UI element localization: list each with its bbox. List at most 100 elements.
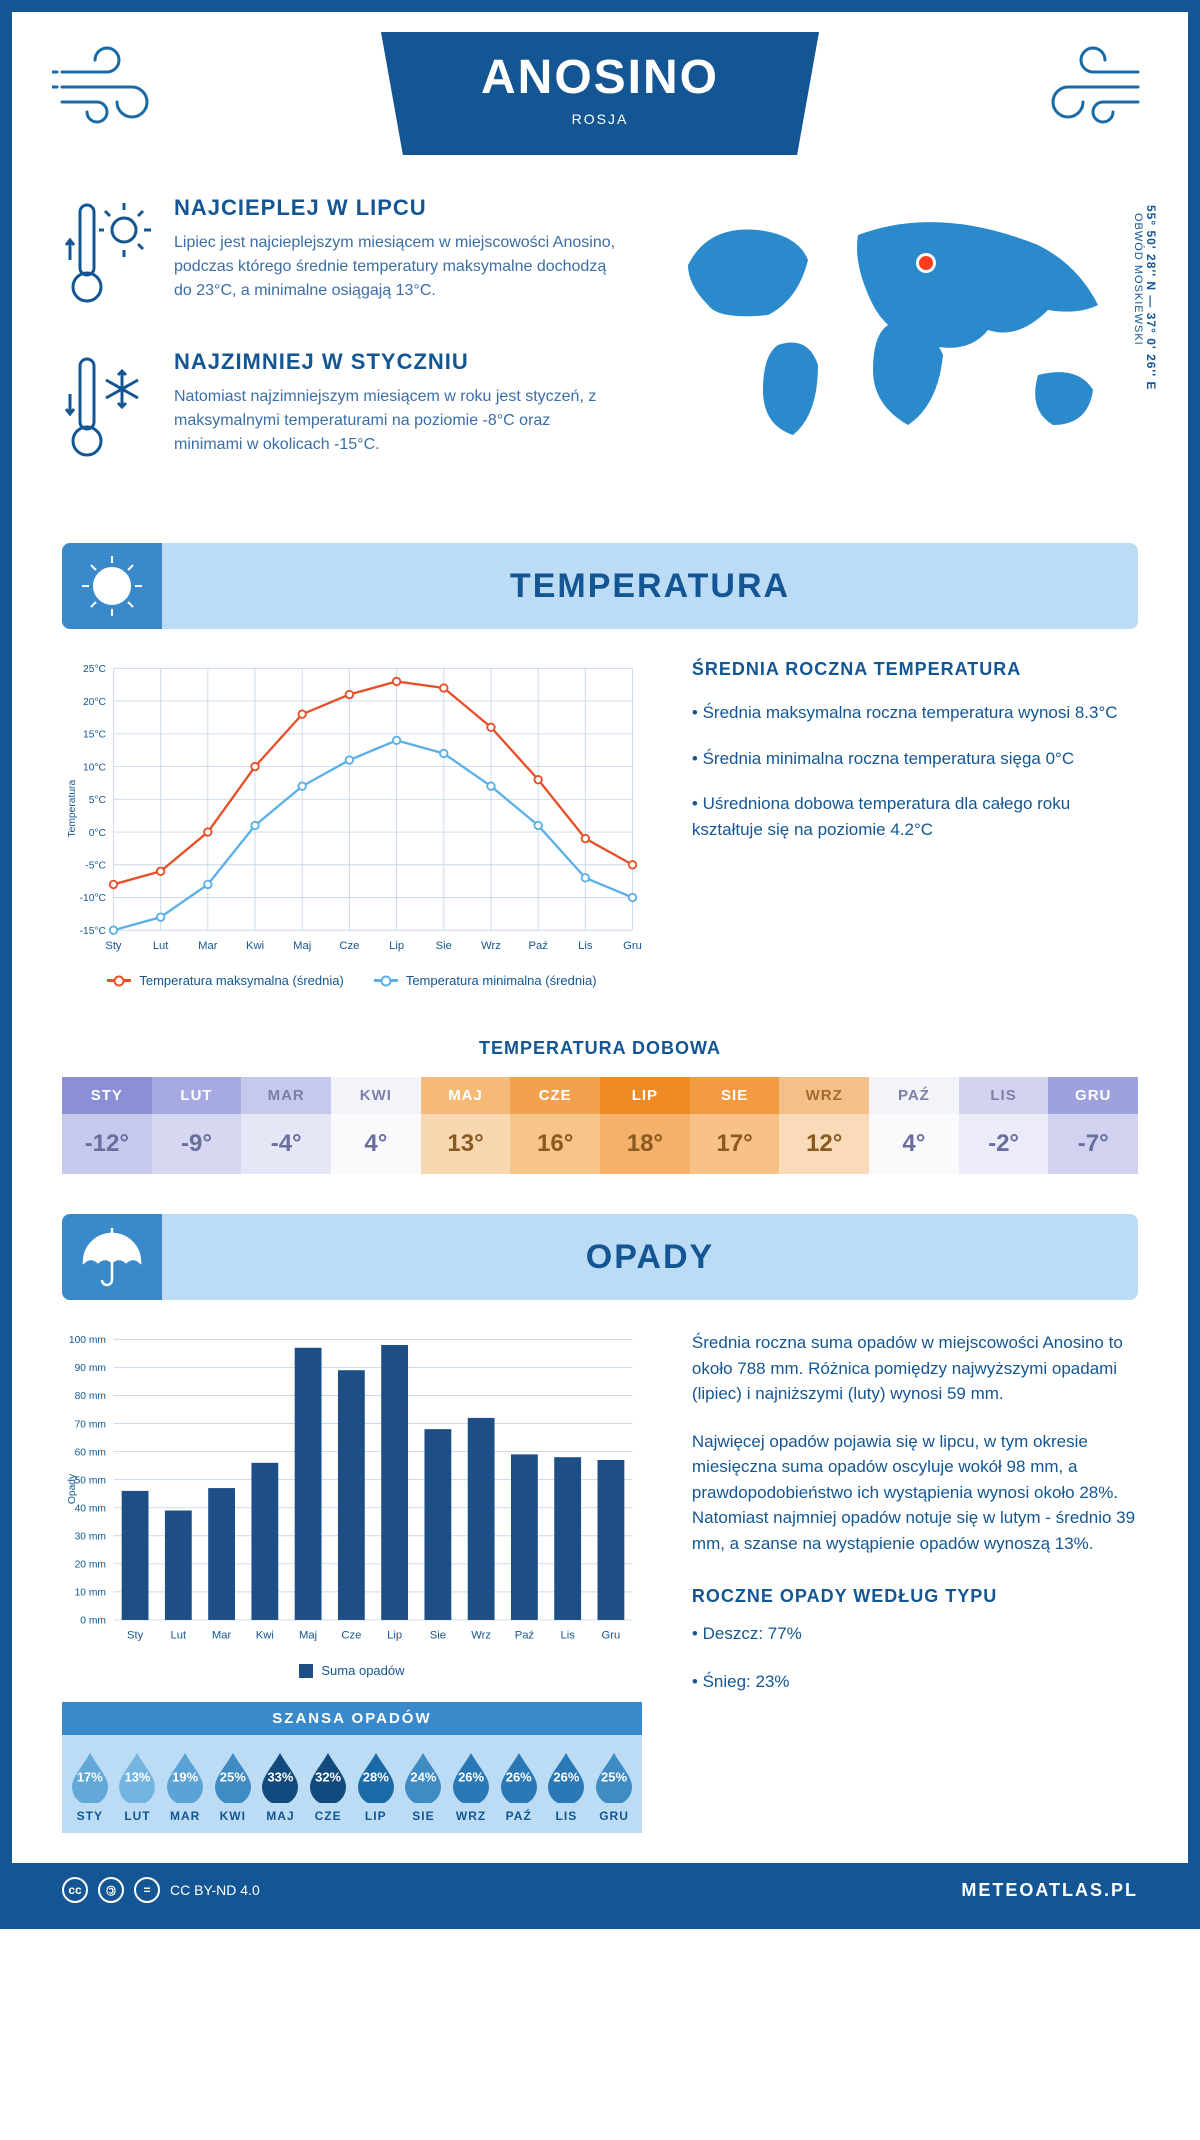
precip-p2: Najwięcej opadów pojawia się w lipcu, w … [692,1429,1138,1557]
svg-text:Gru: Gru [623,940,642,952]
svg-text:Paź: Paź [528,940,548,952]
daily-temp-title: TEMPERATURA DOBOWA [12,1038,1188,1059]
svg-text:-5°C: -5°C [85,861,106,872]
info-bullet: • Średnia maksymalna roczna temperatura … [692,700,1138,726]
fact-body: Natomiast najzimniejszym miesiącem w rok… [174,385,618,457]
svg-text:-15°C: -15°C [80,926,107,937]
umbrella-corner-icon [62,1214,162,1300]
month-cell: WRZ 12° [779,1077,869,1174]
cc-icon: cc [62,1877,88,1903]
month-cell: MAJ 13° [421,1077,511,1174]
facts-column: NAJCIEPLEJ W LIPCU Lipiec jest najcieple… [62,195,618,503]
svg-text:Temperatura: Temperatura [67,780,78,838]
world-map [658,195,1138,455]
month-cell: LIP 18° [600,1077,690,1174]
precip-bar-chart: 0 mm10 mm20 mm30 mm40 mm50 mm60 mm70 mm8… [62,1330,642,1648]
wind-icon-right [1028,32,1148,132]
svg-text:60 mm: 60 mm [75,1448,106,1459]
temperature-chart-wrap: -15°C-10°C-5°C0°C5°C10°C15°C20°C25°CStyL… [62,659,642,988]
temperature-section: -15°C-10°C-5°C0°C5°C10°C15°C20°C25°CStyL… [12,659,1188,1008]
svg-text:Cze: Cze [341,1630,361,1642]
thermometer-sun-icon [62,195,152,315]
section-banner-temperature: TEMPERATURA [62,543,1138,629]
drop-cell: 32% CZE [304,1749,352,1823]
intro-section: NAJCIEPLEJ W LIPCU Lipiec jest najcieple… [12,155,1188,533]
svg-text:30 mm: 30 mm [75,1532,106,1543]
svg-text:Opady: Opady [67,1473,78,1504]
section-title: OPADY [162,1238,1138,1277]
drop-cell: 19% MAR [161,1749,209,1823]
svg-text:0 mm: 0 mm [80,1616,106,1627]
precip-legend: Suma opadów [62,1663,642,1678]
map-column: 55° 50' 28'' N — 37° 0' 26'' E OBWÓD MOS… [658,195,1138,503]
svg-text:5°C: 5°C [89,795,107,806]
svg-text:10°C: 10°C [83,762,107,773]
month-cell: STY -12° [62,1077,152,1174]
precip-p1: Średnia roczna suma opadów w miejscowośc… [692,1330,1138,1407]
daily-temp-grid: STY -12°LUT -9°MAR -4°KWI 4°MAJ 13°CZE 1… [62,1077,1138,1174]
drop-cell: 26% PAŹ [495,1749,543,1823]
fact-warmest: NAJCIEPLEJ W LIPCU Lipiec jest najcieple… [62,195,618,315]
svg-text:Mar: Mar [198,940,218,952]
drop-cell: 13% LUT [114,1749,162,1823]
legend-min: Temperatura minimalna (średnia) [374,973,597,988]
svg-text:Lut: Lut [171,1630,187,1642]
info-bullet: • Średnia minimalna roczna temperatura s… [692,746,1138,772]
svg-text:20°C: 20°C [83,697,107,708]
svg-text:Sty: Sty [105,940,122,952]
svg-text:100 mm: 100 mm [69,1335,106,1346]
svg-text:15°C: 15°C [83,730,107,741]
temperature-line-chart: -15°C-10°C-5°C0°C5°C10°C15°C20°C25°CStyL… [62,659,642,958]
svg-text:Gru: Gru [602,1630,621,1642]
location-title: ANOSINO [481,50,719,105]
svg-text:Maj: Maj [299,1630,317,1642]
fact-title: NAJZIMNIEJ W STYCZNIU [174,349,618,375]
drop-cell: 28% LIP [352,1749,400,1823]
precip-chance-drops: 17% STY 13% LUT 19% MAR 25% KWI 33% MAJ … [62,1735,642,1833]
footer-license: cc 🄯 = CC BY-ND 4.0 [62,1877,260,1903]
footer-site: METEOATLAS.PL [961,1880,1138,1901]
fact-title: NAJCIEPLEJ W LIPCU [174,195,618,221]
svg-text:Wrz: Wrz [471,1630,491,1642]
precip-left: 0 mm10 mm20 mm30 mm40 mm50 mm60 mm70 mm8… [62,1330,642,1833]
infographic-frame: ANOSINO ROSJA [0,0,1200,1929]
drop-cell: 25% GRU [590,1749,638,1823]
month-cell: PAŹ 4° [869,1077,959,1174]
section-banner-precip: OPADY [62,1214,1138,1300]
svg-text:Lip: Lip [387,1630,402,1642]
svg-text:50 mm: 50 mm [75,1476,106,1487]
precip-info: Średnia roczna suma opadów w miejscowośc… [692,1330,1138,1833]
legend-sum: Suma opadów [299,1663,404,1678]
drop-cell: 26% WRZ [447,1749,495,1823]
svg-text:Sty: Sty [127,1630,144,1642]
svg-text:Lut: Lut [153,940,169,952]
drop-cell: 25% KWI [209,1749,257,1823]
by-icon: 🄯 [98,1877,124,1903]
svg-text:40 mm: 40 mm [75,1504,106,1515]
precip-type-row: • Śnieg: 23% [692,1669,1138,1695]
svg-text:Sie: Sie [436,940,452,952]
nd-icon: = [134,1877,160,1903]
fact-body: Lipiec jest najcieplejszym miesiącem w m… [174,231,618,303]
drop-cell: 33% MAJ [257,1749,305,1823]
svg-text:Kwi: Kwi [256,1630,274,1642]
info-bullet: • Uśredniona dobowa temperatura dla całe… [692,791,1138,842]
svg-text:Lip: Lip [389,940,404,952]
svg-text:Maj: Maj [293,940,311,952]
month-cell: LIS -2° [959,1077,1049,1174]
section-title: TEMPERATURA [162,567,1138,606]
title-banner: ANOSINO ROSJA [381,32,819,155]
wind-icon-left [52,32,172,132]
temp-legend: Temperatura maksymalna (średnia) Tempera… [62,973,642,988]
fact-warmest-text: NAJCIEPLEJ W LIPCU Lipiec jest najcieple… [174,195,618,315]
precip-section: 0 mm10 mm20 mm30 mm40 mm50 mm60 mm70 mm8… [12,1330,1188,1863]
coordinates: 55° 50' 28'' N — 37° 0' 26'' E OBWÓD MOS… [1132,205,1158,390]
svg-text:Lis: Lis [560,1630,575,1642]
sun-corner-icon [62,543,162,629]
svg-text:10 mm: 10 mm [75,1588,106,1599]
svg-text:Sie: Sie [430,1630,446,1642]
drop-cell: 24% SIE [400,1749,448,1823]
info-title: ŚREDNIA ROCZNA TEMPERATURA [692,659,1138,680]
precip-type-row: • Deszcz: 77% [692,1621,1138,1647]
svg-text:Kwi: Kwi [246,940,264,952]
